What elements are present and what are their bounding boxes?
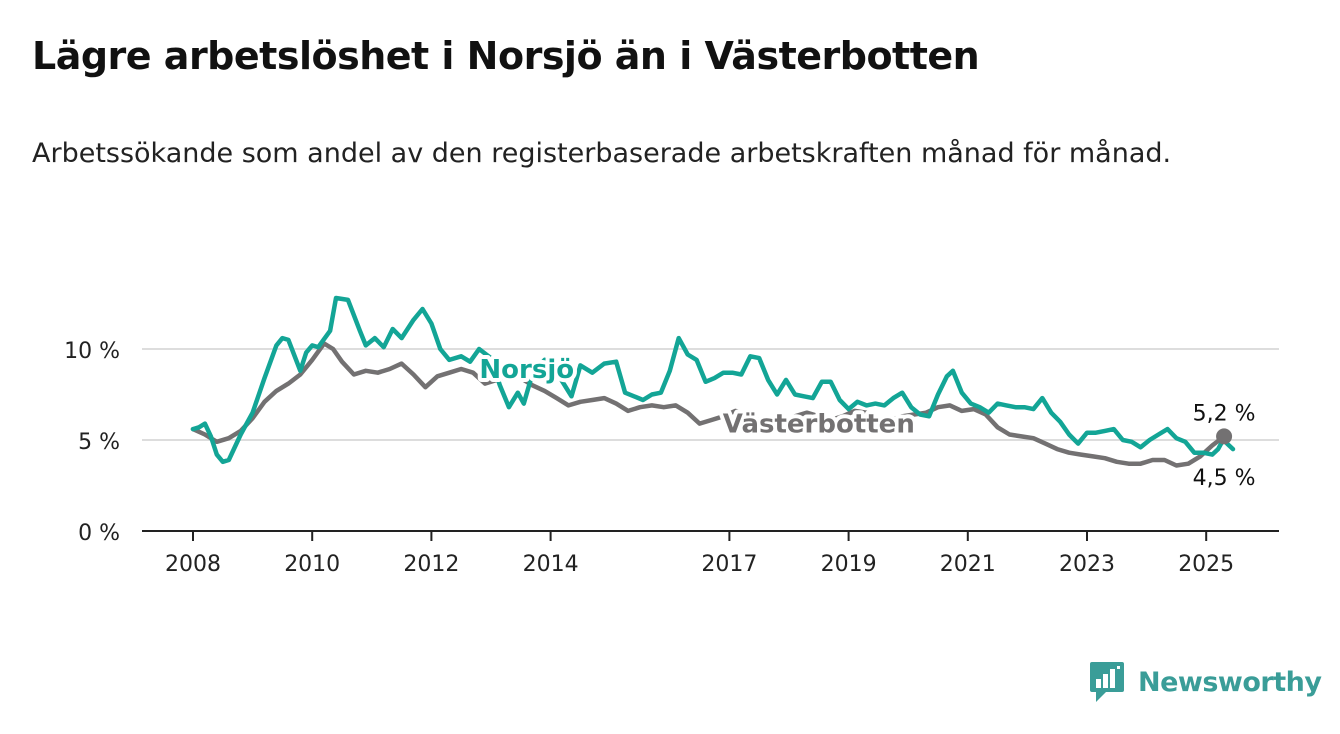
newsworthy-logo: Newsworthy [1088,660,1322,704]
series-line-norsjö [190,295,1236,465]
x-tick-label: 2025 [1178,552,1234,577]
series-line-västerbotten [190,341,1227,468]
y-tick-label: 10 % [64,339,120,364]
end-value-label-vasterbotten: 5,2 % [1193,401,1256,426]
x-tick-label: 2021 [940,552,996,577]
y-tick-label: 5 % [78,430,120,455]
y-tick-label: 0 % [78,521,120,546]
x-tick-label: 2017 [701,552,757,577]
x-tick-label: 2008 [165,552,221,577]
end-point-marker-vasterbotten [1216,428,1233,445]
x-tick-label: 2023 [1059,552,1115,577]
series-label-halo: Norsjö [479,355,574,385]
x-tick-label: 2010 [284,552,340,577]
series-label-halo: Västerbotten [723,410,915,440]
series-lines [190,295,1236,468]
newsworthy-bar-chart-logo-icon [1090,662,1124,702]
chart-subtitle: Arbetssökande som andel av den registerb… [32,138,1172,169]
brand-name: Newsworthy [1138,666,1322,698]
end-value-label-norsjo: 4,5 % [1193,466,1256,491]
series-label: Norsjö [479,355,574,385]
x-tick-label: 2012 [403,552,459,577]
x-tick-label: 2014 [523,552,579,577]
series-labels: VästerbottenVästerbottenNorsjöNorsjö5,2 … [475,351,1256,491]
x-tick-label: 2019 [821,552,877,577]
axes: 0 % 5 % 10 % 2008 2010 2012 2014 2017 2019 2021 20… [64,339,1279,577]
chart-title: Lägre arbetslöshet i Norsjö än i Västerb… [32,34,980,78]
series-label: Västerbotten [723,410,915,440]
